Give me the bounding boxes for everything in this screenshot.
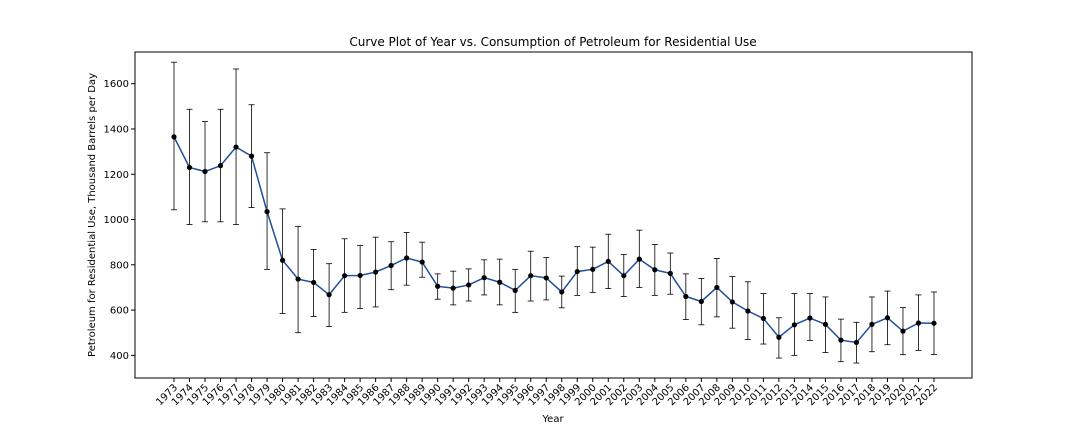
data-point	[450, 285, 456, 291]
data-point	[171, 134, 177, 140]
y-tick-label: 1200	[104, 170, 129, 181]
data-point	[326, 292, 332, 298]
y-tick-label: 600	[110, 306, 129, 317]
data-point	[900, 328, 906, 334]
data-point	[512, 287, 518, 293]
data-point	[466, 282, 472, 288]
data-point	[667, 270, 673, 277]
y-tick-label: 1400	[104, 124, 129, 135]
series-group	[171, 134, 937, 346]
y-axis-title: Petroleum for Residential Use, Thousand …	[87, 73, 98, 357]
data-point	[559, 289, 565, 295]
y-axis: 400 600 800 1000 1200 1400 1600	[104, 79, 135, 362]
data-point	[186, 164, 193, 171]
y-tick-label: 400	[110, 351, 129, 362]
x-axis: 1973197419751976197719781979198019811982…	[154, 378, 940, 408]
data-point	[745, 308, 751, 314]
data-point	[481, 275, 487, 281]
data-point	[605, 258, 611, 265]
chart-title: Curve Plot of Year vs. Consumption of Pe…	[349, 35, 756, 49]
data-point	[807, 315, 813, 321]
data-point	[357, 272, 363, 279]
data-point	[435, 283, 441, 289]
data-point	[853, 339, 860, 346]
data-point	[233, 144, 239, 150]
data-point	[838, 337, 844, 343]
data-point	[264, 209, 270, 215]
data-point	[543, 275, 549, 281]
data-point	[915, 320, 922, 326]
data-point	[636, 256, 642, 262]
plot-frame	[134, 51, 973, 379]
data-point	[217, 163, 224, 169]
y-tick-label: 1000	[104, 215, 129, 226]
data-point	[822, 321, 829, 327]
x-axis-title: Year	[541, 414, 564, 425]
data-point	[419, 259, 425, 265]
data-point	[714, 284, 720, 291]
y-tick-label: 800	[110, 260, 129, 271]
data-point	[404, 255, 410, 261]
data-point	[698, 298, 704, 305]
data-point	[342, 273, 348, 279]
data-point	[279, 257, 286, 263]
data-point	[652, 267, 658, 273]
data-point	[497, 279, 503, 285]
data-point	[590, 266, 596, 272]
data-point	[869, 321, 875, 327]
plot-area	[134, 51, 973, 379]
series-line	[173, 136, 935, 344]
data-point	[776, 334, 782, 340]
y-tick-label: 1600	[104, 79, 129, 90]
data-point	[574, 268, 580, 275]
data-point	[388, 262, 394, 269]
data-point	[621, 273, 627, 279]
data-point	[931, 320, 937, 326]
error-bars	[171, 61, 937, 364]
data-point	[683, 293, 689, 300]
data-point	[884, 315, 891, 321]
data-point	[791, 322, 798, 328]
data-point	[373, 269, 379, 275]
data-point	[760, 315, 766, 322]
data-point	[248, 153, 255, 159]
data-point	[310, 279, 317, 286]
data-point	[729, 299, 735, 305]
data-point	[528, 273, 534, 279]
data-point	[295, 276, 301, 282]
data-point	[202, 168, 208, 175]
